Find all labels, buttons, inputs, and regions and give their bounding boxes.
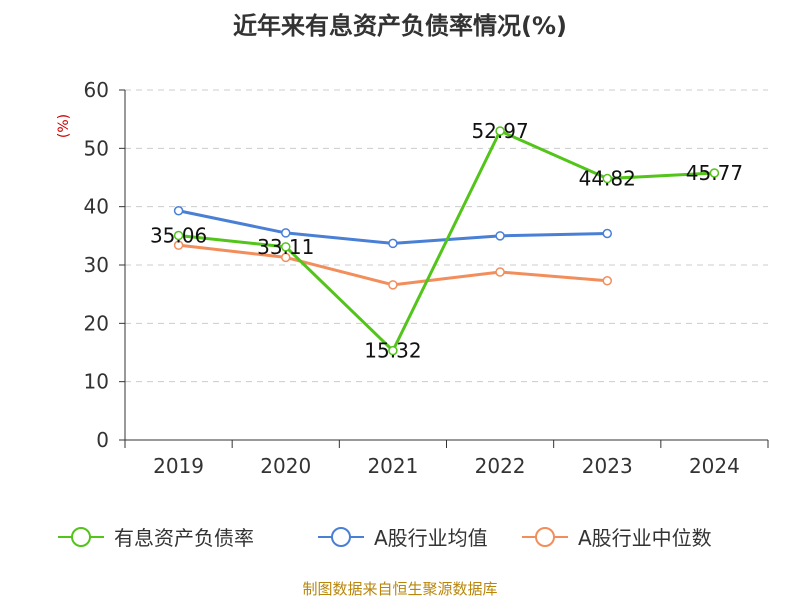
series-1 [173, 206, 612, 249]
x-tick-label: 2022 [475, 454, 526, 478]
series-2 [173, 240, 612, 290]
legend-item-1: A股行业均值 [318, 526, 488, 550]
data-point [602, 276, 612, 286]
data-point [173, 230, 184, 241]
data-point [495, 231, 505, 241]
y-tick-label: 40 [84, 195, 109, 219]
data-point [602, 228, 612, 239]
x-tick-label: 2024 [689, 454, 740, 478]
data-point [281, 252, 291, 263]
data-labels: 35.06 33.11 15.32 52.97 44.82 45.77 [150, 119, 743, 363]
y-tick-label: 60 [84, 78, 109, 102]
source-note: 制图数据来自恒生聚源数据库 [302, 580, 497, 598]
data-label: 35.06 [150, 223, 207, 247]
x-tick-label: 2021 [367, 454, 418, 478]
y-axis-label: (%) [56, 114, 72, 138]
data-point [281, 228, 291, 238]
y-tick-label: 30 [84, 253, 109, 277]
x-tick-label: 2019 [153, 454, 204, 478]
chart-title: 近年来有息资产负债率情况(%) [233, 12, 567, 40]
y-tick-label: 50 [84, 136, 109, 160]
y-tick-label: 20 [84, 311, 109, 335]
legend-label: A股行业中位数 [578, 526, 712, 550]
data-label: 44.82 [579, 167, 636, 191]
data-point [495, 126, 505, 136]
data-point [388, 345, 398, 356]
data-label: 52.97 [471, 119, 528, 143]
data-point [173, 240, 184, 250]
data-point [281, 242, 291, 252]
series-line [178, 209, 608, 245]
data-point [495, 267, 505, 277]
data-label: 15.32 [364, 339, 421, 363]
data-point [602, 173, 612, 184]
data-point [709, 168, 720, 178]
legend-swatch-marker [535, 527, 555, 547]
series-0 [173, 126, 720, 356]
data-label: 33.11 [257, 235, 314, 259]
data-point [388, 280, 398, 290]
legend: 有息资产负债率 A股行业均值 A股行业中位数 [58, 526, 712, 550]
series-line [178, 129, 715, 353]
legend-item-2: A股行业中位数 [522, 526, 712, 550]
y-tick-label: 0 [96, 428, 109, 452]
legend-item-0: 有息资产负债率 [58, 526, 254, 550]
data-point [173, 206, 184, 216]
y-tick-label: 10 [84, 370, 109, 394]
grid-lines [125, 89, 768, 383]
legend-swatch-marker [331, 527, 351, 547]
data-point [388, 238, 398, 249]
data-label: 45.77 [686, 161, 743, 185]
legend-swatch-marker [71, 527, 91, 547]
legend-label: A股行业均值 [374, 526, 488, 550]
legend-label: 有息资产负债率 [114, 526, 254, 550]
axes: 0 10 20 30 40 50 60 2019 2020 2021 2022 2023 2024 [84, 78, 769, 478]
x-tick-label: 2023 [582, 454, 633, 478]
x-tick-label: 2020 [260, 454, 311, 478]
series-lines [173, 126, 720, 356]
